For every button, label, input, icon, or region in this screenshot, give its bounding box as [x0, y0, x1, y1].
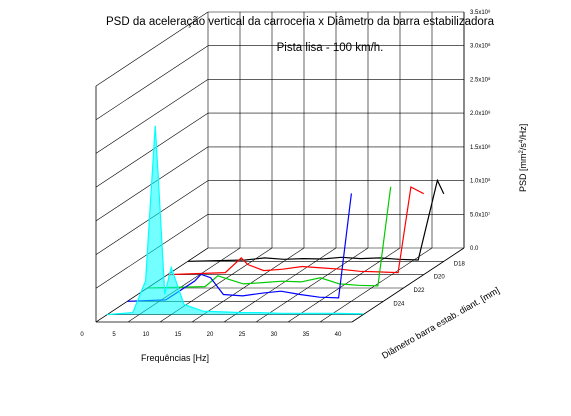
left-wall-gridline [95, 45, 209, 120]
x-tick-label: 15 [175, 332, 182, 338]
floor-depth-line [191, 247, 305, 323]
x-tick-label: 10 [143, 332, 150, 338]
chart-title: PSD da aceleração vertical da carroceria… [106, 16, 495, 28]
z-tick-label: 0.0 [470, 246, 479, 252]
floor-depth-line [223, 247, 337, 323]
x-tick-label: 0 [80, 332, 84, 338]
series-line [167, 186, 424, 276]
z-axis-title: PSD [mm2/s4/Hz] [518, 124, 528, 192]
z-tick-label: 1.0x10⁸ [470, 178, 491, 185]
x-tick-label: 25 [239, 332, 246, 338]
series-group [107, 125, 445, 316]
series-label: D18 [454, 261, 466, 267]
series-label: D22 [414, 288, 426, 294]
chart-subtitle: Pista lisa - 100 km/h. [277, 42, 384, 54]
left-wall-gridline [95, 112, 209, 188]
series-label: D24 [393, 301, 405, 307]
series-line [187, 178, 445, 262]
series-area [107, 125, 364, 315]
z-tick-label: 5.0x10⁷ [470, 211, 490, 218]
z-tick-label: 2.5x10⁸ [470, 76, 491, 83]
x-tick-label: 35 [303, 332, 310, 338]
left-wall-gridline [95, 79, 209, 154]
series-line [147, 186, 392, 289]
x-axis-title: Frequências [Hz] [141, 353, 209, 363]
y-axis-title: Diâmetro barra estab. diant. [mm] [380, 285, 501, 361]
tick-labels: D18 D20 D22 D24 0 5 10 15 20 25 30 35 40 0.0 5.0x10⁷ 1.… [80, 9, 491, 338]
z-tick-label: 3.5x10⁸ [470, 9, 491, 16]
floor-depth-line [319, 247, 433, 323]
z-tick-label: 3.0x10⁸ [470, 43, 491, 50]
x-tick-label: 40 [335, 332, 342, 338]
x-tick-label: 20 [207, 332, 214, 338]
z-tick-label: 1.5x10⁸ [470, 144, 491, 151]
x-tick-label: 30 [271, 332, 278, 338]
floor-depth-line [255, 247, 369, 323]
y-axis-line [351, 247, 465, 323]
series-label: D20 [434, 275, 446, 281]
series-line [127, 193, 352, 302]
x-tick-label: 5 [112, 332, 116, 338]
left-wall-gridline [95, 11, 209, 87]
z-tick-label: 2.0x10⁸ [470, 110, 491, 117]
